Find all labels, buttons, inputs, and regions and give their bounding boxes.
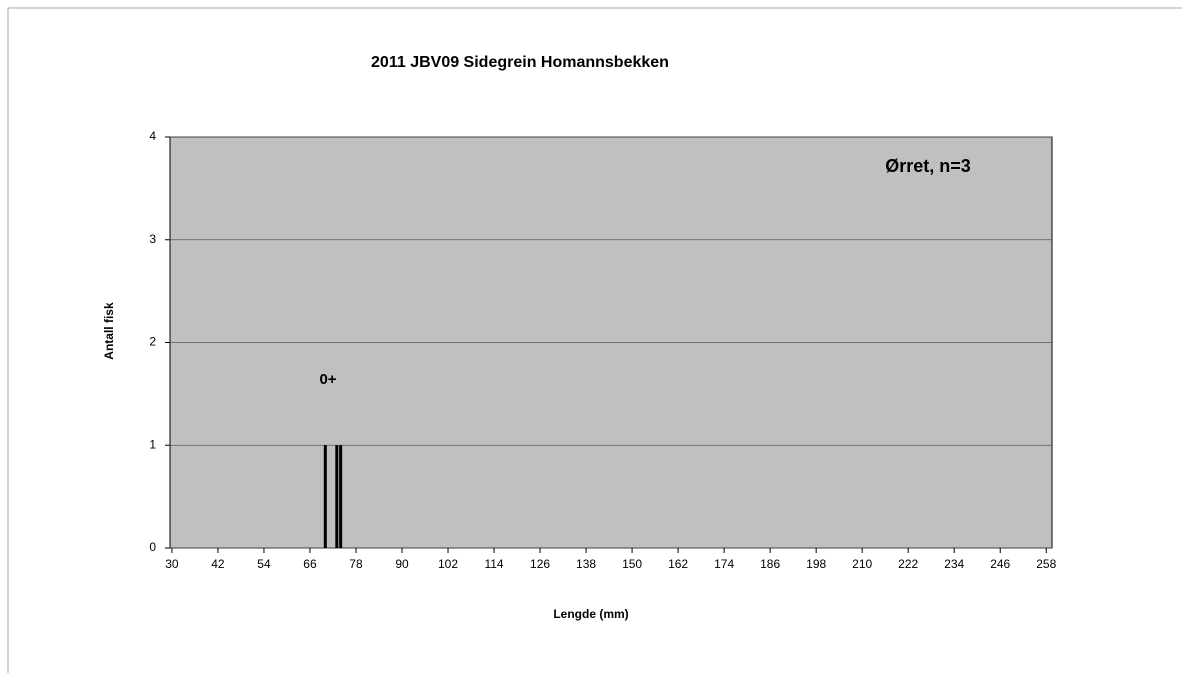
chart-title: 2011 JBV09 Sidegrein Homannsbekken bbox=[371, 54, 669, 71]
y-tick-label: 1 bbox=[149, 437, 156, 451]
x-tick-label: 114 bbox=[484, 557, 503, 571]
y-tick-label: 3 bbox=[149, 232, 156, 246]
x-tick-label: 102 bbox=[438, 557, 458, 571]
x-tick-label: 246 bbox=[990, 557, 1010, 571]
x-tick-label: 162 bbox=[668, 557, 688, 571]
x-tick-label: 198 bbox=[806, 557, 826, 571]
y-tick-label: 2 bbox=[149, 335, 156, 349]
y-axis-label: Antall fisk bbox=[102, 302, 116, 360]
x-tick-label: 90 bbox=[395, 557, 409, 571]
x-tick-label: 78 bbox=[349, 557, 363, 571]
x-tick-label: 174 bbox=[714, 557, 734, 571]
x-tick-label: 42 bbox=[211, 557, 225, 571]
annotation: 0+ bbox=[319, 371, 336, 388]
x-tick-label: 150 bbox=[622, 557, 642, 571]
bar bbox=[339, 445, 343, 548]
y-tick-label: 4 bbox=[149, 129, 156, 143]
x-tick-label: 234 bbox=[944, 557, 964, 571]
annotation: Ørret, n=3 bbox=[885, 156, 971, 176]
bar bbox=[335, 445, 339, 548]
bar bbox=[323, 445, 327, 548]
x-tick-label: 258 bbox=[1036, 557, 1056, 571]
x-tick-label: 66 bbox=[303, 557, 317, 571]
x-tick-label: 186 bbox=[760, 557, 780, 571]
y-tick-label: 0 bbox=[149, 540, 156, 554]
x-tick-label: 138 bbox=[576, 557, 596, 571]
x-tick-label: 54 bbox=[257, 557, 271, 571]
x-tick-label: 210 bbox=[852, 557, 872, 571]
x-tick-label: 30 bbox=[165, 557, 179, 571]
x-tick-label: 126 bbox=[530, 557, 550, 571]
x-axis-label: Lengde (mm) bbox=[553, 607, 628, 621]
x-tick-label: 222 bbox=[898, 557, 918, 571]
